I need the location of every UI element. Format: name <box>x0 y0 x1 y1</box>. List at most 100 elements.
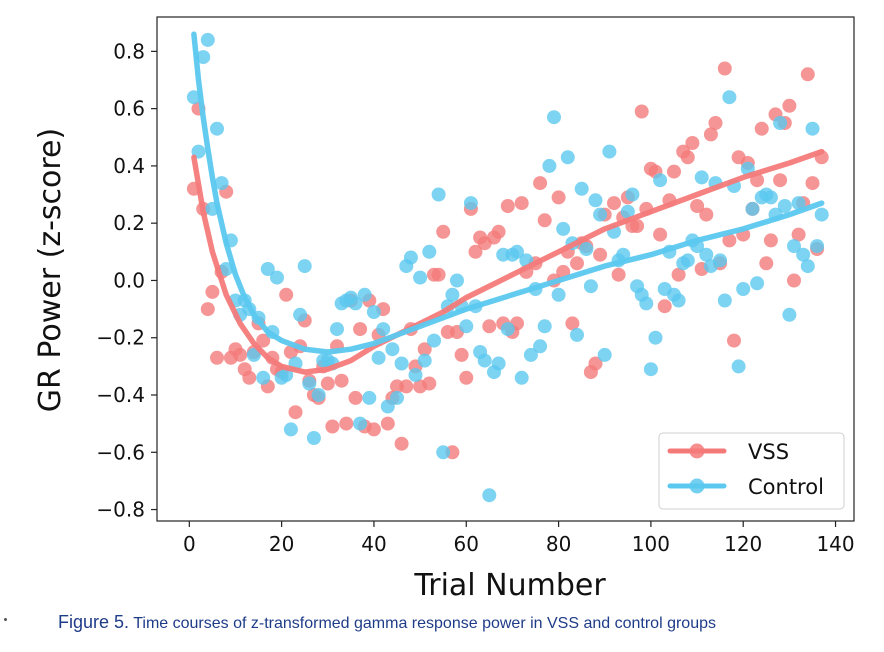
control-point-25 <box>302 376 317 391</box>
y-tick-label-6: −0.4 <box>96 383 145 407</box>
control-point-131 <box>791 196 806 211</box>
control-point-122 <box>750 276 765 291</box>
vss-point-68 <box>500 199 515 213</box>
vss-point-42 <box>380 416 395 431</box>
vss-point-4 <box>205 284 220 299</box>
vss-point-126 <box>782 98 797 113</box>
control-point-6 <box>214 176 229 191</box>
control-point-75 <box>533 339 548 354</box>
control-point-135 <box>810 239 825 254</box>
control-point-118 <box>731 359 746 374</box>
vss-point-12 <box>242 370 257 385</box>
control-point-85 <box>579 242 594 256</box>
control-point-71 <box>514 370 529 385</box>
axes-frame <box>156 16 855 522</box>
vss-point-20 <box>279 287 294 302</box>
vss-point-22 <box>288 405 303 420</box>
control-point-115 <box>717 293 732 308</box>
y-tick-label-4: 0.0 <box>113 268 145 292</box>
vss-point-130 <box>800 67 815 82</box>
x-tick-label-4: 80 <box>546 532 571 556</box>
control-point-134 <box>805 121 820 136</box>
control-point-87 <box>588 193 603 208</box>
vss-point-121 <box>759 256 774 271</box>
vss-point-74 <box>533 176 548 191</box>
vss-point-50 <box>417 342 432 357</box>
y-tick-label-3: 0.2 <box>113 211 145 235</box>
control-point-15 <box>256 370 271 385</box>
figure-caption: Figure 5. Time courses of z-transformed … <box>58 612 878 633</box>
control-point-78 <box>547 110 561 125</box>
control-point-44 <box>390 390 404 405</box>
vss-point-39 <box>366 422 381 437</box>
vss-point-71 <box>514 196 529 211</box>
vss-point-131 <box>805 176 820 191</box>
control-point-41 <box>376 322 391 337</box>
control-point-59 <box>459 319 474 334</box>
caption-lead: Figure 5. <box>58 612 130 632</box>
vss-point-15 <box>256 333 271 348</box>
control-point-37 <box>357 287 372 302</box>
control-point-54 <box>436 445 451 460</box>
control-point-7 <box>219 262 234 276</box>
control-point-39 <box>366 305 381 319</box>
x-tick-label-0: 0 <box>183 532 196 556</box>
vss-point-101 <box>667 164 681 179</box>
legend-label-vss: VSS <box>748 440 789 464</box>
vss-point-33 <box>339 416 354 431</box>
vss-point-5 <box>210 350 224 365</box>
control-point-50 <box>417 353 432 368</box>
fit-lines <box>191 31 825 375</box>
control-point-114 <box>713 253 728 268</box>
vss-point-75 <box>537 213 552 228</box>
control-point-21 <box>283 422 298 437</box>
vss-point-127 <box>787 273 801 288</box>
vss-point-85 <box>588 356 603 371</box>
control-point-136 <box>814 207 829 222</box>
control-point-95 <box>625 187 640 202</box>
control-point-43 <box>385 342 400 357</box>
x-tick-label-3: 60 <box>454 532 479 556</box>
y-tick-label-5: −0.2 <box>96 326 145 350</box>
vss-point-98 <box>653 227 668 242</box>
control-point-26 <box>306 431 321 445</box>
x-tick-label-5: 100 <box>632 532 670 556</box>
control-point-99 <box>643 362 658 377</box>
control-point-98 <box>639 296 654 311</box>
vss-point-93 <box>630 219 645 233</box>
control-point-101 <box>653 173 668 188</box>
vss-point-58 <box>454 347 469 362</box>
data-points <box>186 32 829 503</box>
control-point-111 <box>699 247 714 262</box>
control-point-70 <box>510 244 524 259</box>
control-point-80 <box>556 221 571 236</box>
control-point-66 <box>491 356 506 371</box>
vss-point-77 <box>551 190 566 205</box>
vss-point-51 <box>422 376 437 391</box>
legend: VSS Control <box>658 432 845 510</box>
vss-point-102 <box>671 267 686 282</box>
y-axis-ticks: 0.8 0.6 0.4 0.2 0.0 −0.2 −0.4 −0.6 −0.8 <box>96 39 157 522</box>
control-point-3 <box>200 32 215 47</box>
control-point-53 <box>431 187 446 202</box>
control-point-13 <box>246 347 261 362</box>
control-point-129 <box>782 307 797 322</box>
y-tick-label-0: 0.8 <box>113 39 145 63</box>
control-point-116 <box>722 90 737 105</box>
x-tick-label-7: 140 <box>816 532 854 556</box>
control-point-63 <box>477 353 492 368</box>
x-tick-label-2: 40 <box>361 532 386 556</box>
vss-point-46 <box>399 379 414 394</box>
control-fit-line <box>191 31 825 355</box>
x-tick-label-1: 20 <box>269 532 294 556</box>
control-point-68 <box>500 322 515 337</box>
control-point-52 <box>427 333 441 348</box>
control-point-36 <box>353 416 368 431</box>
vss-point-36 <box>353 322 368 337</box>
y-tick-label-1: 0.6 <box>113 97 145 121</box>
vss-point-80 <box>565 316 580 331</box>
vss-point-86 <box>593 247 608 262</box>
legend-marker-control <box>689 478 705 494</box>
control-point-76 <box>537 319 552 334</box>
control-point-132 <box>796 247 811 262</box>
